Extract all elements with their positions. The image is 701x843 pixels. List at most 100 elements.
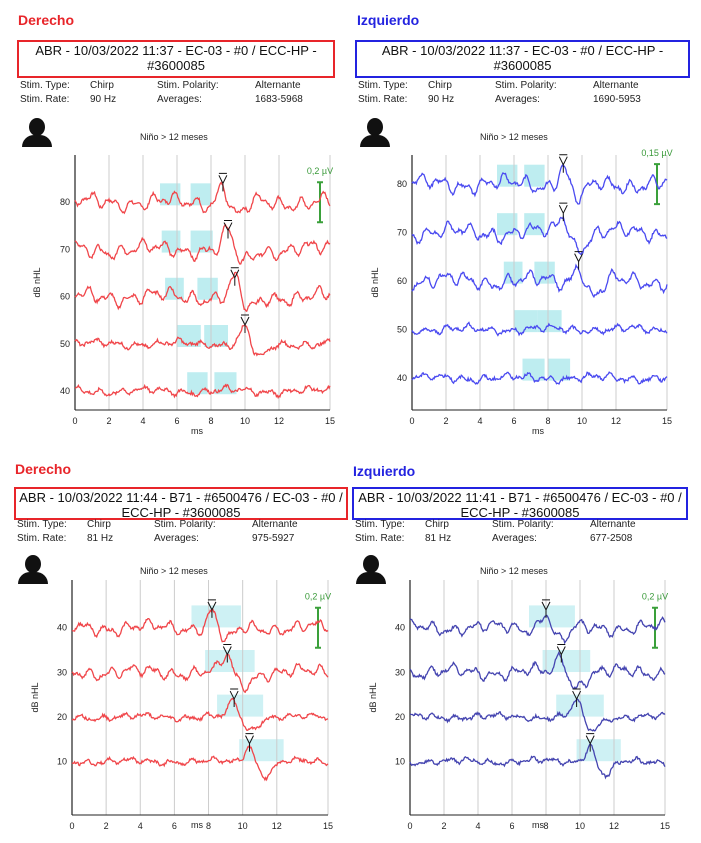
patient-icon bbox=[356, 555, 386, 584]
y-tick-label: 80 bbox=[397, 179, 407, 189]
test-header: ABR - 10/03/2022 11:41 - B71 - #6500476 … bbox=[352, 487, 688, 520]
x-tick-label: 10 bbox=[240, 416, 250, 426]
x-tick-label: 4 bbox=[138, 821, 143, 831]
wave-v-marker[interactable] bbox=[218, 172, 228, 192]
averages-label: Averages: bbox=[157, 94, 202, 105]
chart-title: Niño > 12 meses bbox=[480, 132, 548, 142]
test-header: ABR - 10/03/2022 11:44 - B71 - #6500476 … bbox=[14, 487, 348, 520]
abr-trace bbox=[71, 653, 329, 694]
latency-window bbox=[197, 277, 218, 300]
x-tick-label: 10 bbox=[238, 821, 248, 831]
stim-polarity-label: Stim. Polarity: bbox=[154, 519, 216, 530]
latency-window bbox=[522, 358, 545, 381]
latency-window bbox=[217, 694, 264, 717]
abr-trace bbox=[74, 181, 331, 215]
ear-side-label: Izquierdo bbox=[353, 463, 416, 479]
wave-v-marker[interactable] bbox=[558, 202, 568, 222]
stim-rate-label: Stim. Rate: bbox=[17, 533, 67, 544]
stim-rate-value: 90 Hz bbox=[428, 94, 455, 105]
stim-polarity-value: Alternante bbox=[593, 80, 639, 91]
abr-trace bbox=[409, 650, 666, 690]
y-tick-label: 30 bbox=[395, 667, 405, 677]
y-tick-label: 40 bbox=[60, 386, 70, 396]
abr-trace bbox=[74, 383, 331, 400]
stim-type-value: Chirp bbox=[428, 80, 452, 91]
latency-window bbox=[542, 650, 591, 673]
averages-label: Averages: bbox=[492, 533, 537, 544]
y-tick-label: 20 bbox=[57, 712, 67, 722]
latency-window bbox=[205, 650, 255, 673]
x-tick-label: 15 bbox=[323, 821, 333, 831]
x-tick-label: 2 bbox=[104, 821, 109, 831]
stim-rate-value: 81 Hz bbox=[87, 533, 114, 544]
abr-chart: 0 2 4 6 8 10 12 15 40 50 60 70 80 ms dB nHL 0,15 µV bbox=[370, 148, 673, 436]
abr-trace bbox=[71, 743, 329, 782]
stim-polarity-value: Alternante bbox=[590, 519, 636, 530]
x-tick-label: 8 bbox=[545, 416, 550, 426]
stim-type-label: Stim. Type: bbox=[358, 80, 408, 91]
abr-trace bbox=[411, 321, 668, 337]
wave-v-marker[interactable] bbox=[556, 643, 566, 663]
stim-rate-value: 90 Hz bbox=[90, 94, 117, 105]
x-tick-label: 15 bbox=[660, 821, 670, 831]
wave-v-marker[interactable] bbox=[572, 688, 582, 708]
x-tick-label: 6 bbox=[172, 821, 177, 831]
latency-window bbox=[524, 213, 545, 236]
wave-v-marker[interactable] bbox=[207, 599, 217, 618]
amplitude-scale-label: 0,2 µV bbox=[642, 592, 668, 602]
y-axis-label: dB nHL bbox=[370, 267, 380, 297]
y-axis-label: dB nHL bbox=[30, 682, 40, 712]
wave-v-marker[interactable] bbox=[585, 733, 595, 752]
x-axis-label: ms bbox=[191, 820, 203, 830]
stim-rate-value: 81 Hz bbox=[425, 533, 452, 544]
stim-rate-label: Stim. Rate: bbox=[355, 533, 405, 544]
wave-v-marker[interactable] bbox=[222, 643, 232, 663]
x-axis-label: ms bbox=[191, 426, 203, 436]
x-tick-label: 0 bbox=[69, 821, 74, 831]
wave-v-marker[interactable] bbox=[245, 733, 254, 752]
patient-icon bbox=[18, 555, 48, 584]
wave-v-marker[interactable] bbox=[558, 154, 568, 173]
wave-v-marker[interactable] bbox=[230, 267, 240, 286]
x-tick-label: 6 bbox=[509, 821, 514, 831]
x-tick-label: 0 bbox=[72, 416, 77, 426]
x-tick-label: 10 bbox=[575, 821, 585, 831]
latency-window bbox=[497, 164, 518, 187]
wave-v-marker[interactable] bbox=[240, 314, 250, 333]
latency-window bbox=[548, 358, 571, 381]
stim-type-label: Stim. Type: bbox=[20, 80, 70, 91]
latency-window bbox=[537, 310, 562, 333]
amplitude-scale-bar bbox=[317, 181, 323, 224]
latency-window bbox=[161, 230, 181, 253]
latency-window bbox=[534, 261, 555, 284]
latency-window bbox=[190, 230, 213, 253]
y-tick-label: 10 bbox=[395, 756, 405, 766]
test-header: ABR - 10/03/2022 11:37 - EC-03 - #0 / EC… bbox=[17, 40, 335, 78]
abr-trace bbox=[409, 742, 666, 780]
latency-window bbox=[576, 739, 621, 762]
stim-polarity-value: Alternante bbox=[252, 519, 298, 530]
averages-value: 1690-5953 bbox=[593, 94, 641, 105]
latency-window bbox=[187, 372, 208, 395]
y-tick-label: 40 bbox=[395, 623, 405, 633]
stim-polarity-label: Stim. Polarity: bbox=[157, 80, 219, 91]
amplitude-scale-bar bbox=[315, 606, 321, 649]
abr-trace bbox=[411, 163, 668, 205]
x-tick-label: 12 bbox=[611, 416, 621, 426]
latency-window bbox=[190, 183, 211, 206]
y-tick-label: 70 bbox=[397, 228, 407, 238]
wave-v-marker[interactable] bbox=[223, 220, 233, 239]
wave-v-marker[interactable] bbox=[541, 599, 551, 618]
stim-polarity-value: Alternante bbox=[255, 80, 301, 91]
x-tick-label: 4 bbox=[477, 416, 482, 426]
latency-window bbox=[214, 372, 237, 395]
abr-trace bbox=[411, 371, 668, 386]
wave-v-marker[interactable] bbox=[229, 688, 239, 708]
ear-side-label: Izquierdo bbox=[357, 12, 420, 28]
x-tick-label: 2 bbox=[441, 821, 446, 831]
x-tick-label: 10 bbox=[577, 416, 587, 426]
chart-title: Niño > 12 meses bbox=[140, 566, 208, 576]
y-tick-label: 50 bbox=[60, 339, 70, 349]
wave-v-marker[interactable] bbox=[574, 251, 584, 270]
y-tick-label: 40 bbox=[57, 623, 67, 633]
